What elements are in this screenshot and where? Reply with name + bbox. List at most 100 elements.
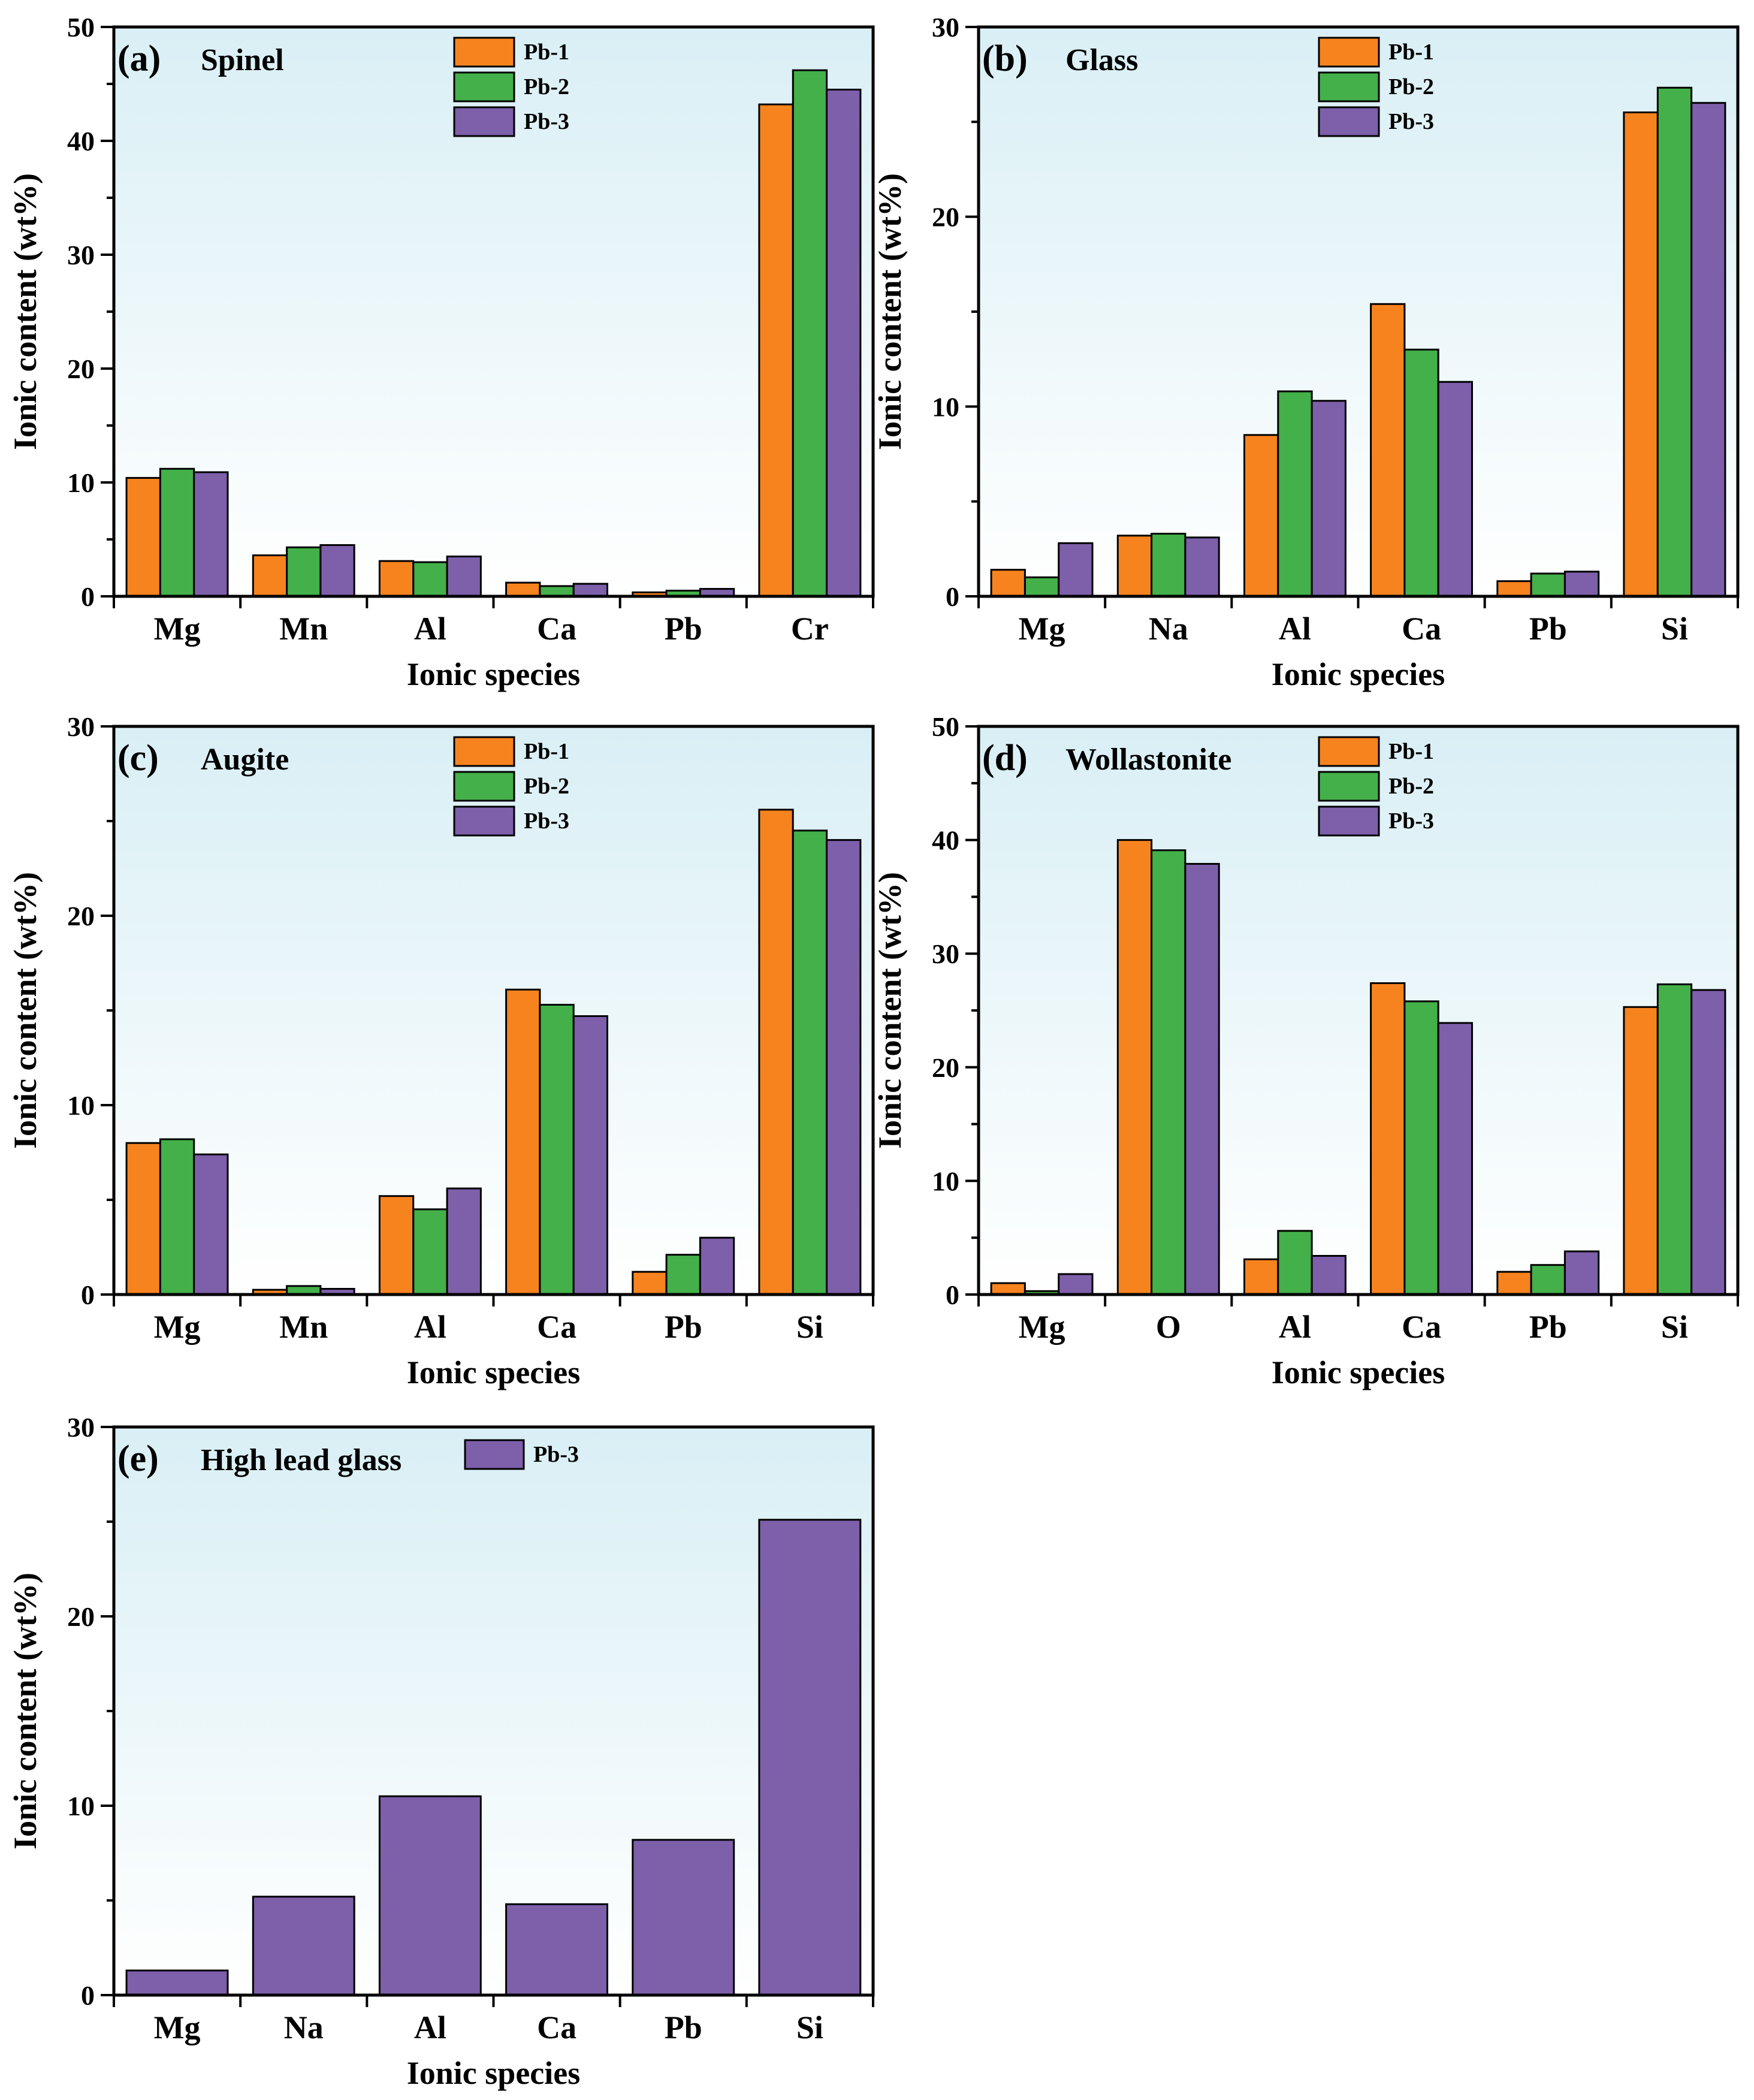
x-tick-label: Ca <box>537 611 576 647</box>
bar-pb-3-al <box>1311 1255 1347 1296</box>
bar-pb-1-mn <box>252 554 288 598</box>
bar-pb-3-mg <box>1058 1273 1094 1296</box>
x-tick-label: Mg <box>1019 1309 1065 1345</box>
bar-pb-1-mg <box>990 1282 1026 1296</box>
y-tick-label: 20 <box>932 202 959 233</box>
bar-pb-3-mg <box>1058 542 1094 598</box>
panel-label: (d) <box>982 738 1028 779</box>
bar-pb-2-al <box>1277 1230 1313 1296</box>
y-tick-label: 50 <box>932 711 959 742</box>
legend-swatch-pb-1 <box>453 37 515 68</box>
bar-pb-2-mg <box>159 467 195 598</box>
bar-pb-1-ca <box>1370 982 1406 1296</box>
y-tick-label: 20 <box>932 1052 959 1083</box>
legend-label-pb-2: Pb-2 <box>1388 74 1434 99</box>
mineral-title: Augite <box>201 743 289 777</box>
x-tick-label: Pb <box>1529 611 1567 647</box>
bar-pb-3-mg <box>125 1969 229 1996</box>
chart-panel-2: 0 10 20 30 Mg Na Al Ca Pb Si Ionic species Ionic co… <box>872 12 1740 692</box>
legend-swatch-pb-2 <box>1318 771 1380 802</box>
x-tick-label: Si <box>1661 1309 1688 1345</box>
x-tick-label: Al <box>414 611 446 647</box>
bar-pb-3-ca <box>1437 1022 1473 1296</box>
bar-pb-1-si <box>1623 1006 1659 1296</box>
x-tick-label: O <box>1156 1309 1181 1345</box>
x-tick-label: Pb <box>665 2010 702 2045</box>
bar-pb-3-mg <box>193 471 229 598</box>
y-tick-label: 30 <box>67 240 95 270</box>
x-tick-label: Si <box>796 2010 823 2045</box>
x-tick-label: Si <box>796 1309 823 1345</box>
chart-panel-5: 0 10 20 30 Mg Na Al Ca Pb Si Ionic species Ionic co… <box>7 1412 875 2091</box>
y-tick-label: 0 <box>81 1280 95 1310</box>
bar-pb-1-ca <box>505 581 541 598</box>
x-tick-label: Na <box>1149 611 1188 647</box>
x-tick-label: Ca <box>537 2010 576 2045</box>
y-tick-label: 20 <box>67 901 95 931</box>
y-tick-label: 20 <box>67 1601 95 1632</box>
x-tick-label: Ca <box>1402 611 1441 647</box>
legend-swatch-pb-2 <box>1318 71 1380 102</box>
legend-swatch-pb-3 <box>453 106 515 137</box>
y-tick-label: 10 <box>932 1166 959 1196</box>
x-axis-title: Ionic species <box>407 656 581 692</box>
legend-label-pb-1: Pb-1 <box>524 739 569 764</box>
x-tick-label: Pb <box>665 1309 702 1345</box>
panel-label: (e) <box>117 1438 159 1479</box>
bar-pb-1-al <box>378 560 415 598</box>
legend-swatch-pb-1 <box>1318 37 1380 68</box>
mineral-title: Wollastonite <box>1065 743 1231 777</box>
bar-pb-2-mg <box>1024 576 1060 598</box>
y-tick-label: 0 <box>81 581 95 612</box>
x-axis-title: Ionic species <box>407 2055 581 2091</box>
bar-pb-3-cr <box>826 89 862 598</box>
legend-swatch-pb-2 <box>453 771 515 802</box>
bar-pb-3-pb <box>699 1236 735 1296</box>
y-tick-label: 0 <box>81 1980 95 2011</box>
bar-pb-1-pb <box>1496 580 1532 598</box>
bar-pb-1-na <box>1116 535 1153 598</box>
bar-pb-1-ca <box>1370 303 1406 598</box>
bar-pb-2-pb <box>1530 572 1566 598</box>
mineral-title: Spinel <box>201 43 284 77</box>
bar-pb-2-na <box>1151 533 1187 598</box>
bar-pb-3-na <box>1184 536 1220 598</box>
bar-pb-3-mn <box>319 544 355 598</box>
bar-pb-1-ca <box>505 988 541 1296</box>
bar-pb-1-mg <box>125 476 161 598</box>
bar-pb-2-o <box>1151 849 1187 1296</box>
bar-pb-3-ca <box>572 1015 609 1296</box>
x-tick-label: Ca <box>1402 1309 1441 1345</box>
bar-pb-2-mg <box>159 1138 195 1296</box>
bar-pb-1-o <box>1116 839 1153 1296</box>
bar-pb-1-mg <box>990 569 1026 598</box>
bar-pb-3-ca <box>572 583 609 598</box>
x-tick-label: Al <box>414 1309 446 1345</box>
legend-label-pb-2: Pb-2 <box>524 74 569 99</box>
x-tick-label: Mg <box>154 2010 201 2045</box>
y-axis-title: Ionic content (wt%) <box>7 872 43 1149</box>
y-tick-label: 30 <box>67 711 95 742</box>
bar-pb-2-al <box>412 561 448 598</box>
legend-swatch-pb-3 <box>1318 106 1380 137</box>
x-axis-title: Ionic species <box>1272 1354 1445 1390</box>
legend-label-pb-2: Pb-2 <box>1388 774 1434 799</box>
legend-label-pb-1: Pb-1 <box>1388 40 1434 65</box>
mineral-title: High lead glass <box>201 1443 401 1477</box>
bar-pb-3-al <box>446 1187 482 1296</box>
mineral-title: Glass <box>1065 43 1138 77</box>
y-tick-label: 10 <box>67 467 95 498</box>
x-tick-label: Mg <box>154 1309 201 1345</box>
y-axis-title: Ionic content (wt%) <box>7 173 43 450</box>
panel-label: (c) <box>117 738 159 779</box>
legend-swatch-pb-3 <box>453 805 515 837</box>
bar-pb-2-pb <box>665 1254 701 1296</box>
bar-pb-3-ca <box>505 1903 608 1996</box>
chart-panel-1: 0 10 20 30 40 50 Mg Mn Al Ca Pb Cr Ionic species Ioni… <box>7 12 875 692</box>
plot-background <box>114 1427 873 1995</box>
x-tick-label: Cr <box>791 611 829 647</box>
bar-pb-1-si <box>758 808 794 1296</box>
legend-label-pb-1: Pb-1 <box>1388 739 1434 764</box>
x-tick-label: Al <box>1279 611 1311 647</box>
bar-pb-3-pb <box>1563 1250 1600 1296</box>
